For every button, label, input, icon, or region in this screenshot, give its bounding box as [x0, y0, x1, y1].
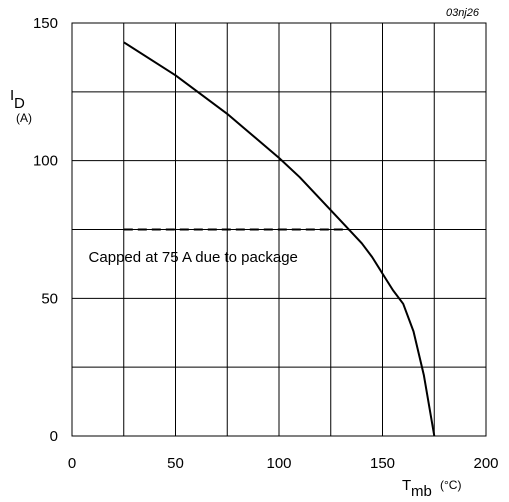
x-axis-label-main: T — [402, 477, 411, 494]
x-tick-label: 150 — [370, 455, 395, 472]
y-tick-label: 100 — [33, 153, 58, 170]
y-axis-label-main: I — [10, 87, 14, 104]
tick-labels: 0 50 100 150 200 0 50 100 150 — [33, 15, 499, 472]
x-tick-label: 200 — [473, 455, 498, 472]
x-tick-label: 50 — [167, 455, 184, 472]
y-axis-label: I D (A) — [10, 87, 32, 125]
grid — [71, 22, 487, 437]
y-tick-label: 50 — [41, 290, 58, 307]
y-axis-label-unit: (A) — [16, 111, 32, 125]
figure-id: 03nj26 — [446, 7, 480, 19]
y-tick-label: 150 — [33, 15, 58, 32]
y-tick-label: 0 — [50, 428, 58, 445]
x-tick-label: 0 — [68, 455, 76, 472]
series-group — [123, 41, 436, 437]
y-axis-label-sub: D — [14, 95, 25, 112]
x-tick-label: 100 — [266, 455, 291, 472]
annotation-capped: Capped at 75 A due to package — [89, 249, 298, 266]
x-axis-label-sub: mb — [411, 483, 432, 500]
x-axis-label: T mb (°C) — [402, 477, 461, 500]
derating-curve — [123, 41, 436, 437]
x-axis-label-unit: (°C) — [440, 478, 461, 492]
